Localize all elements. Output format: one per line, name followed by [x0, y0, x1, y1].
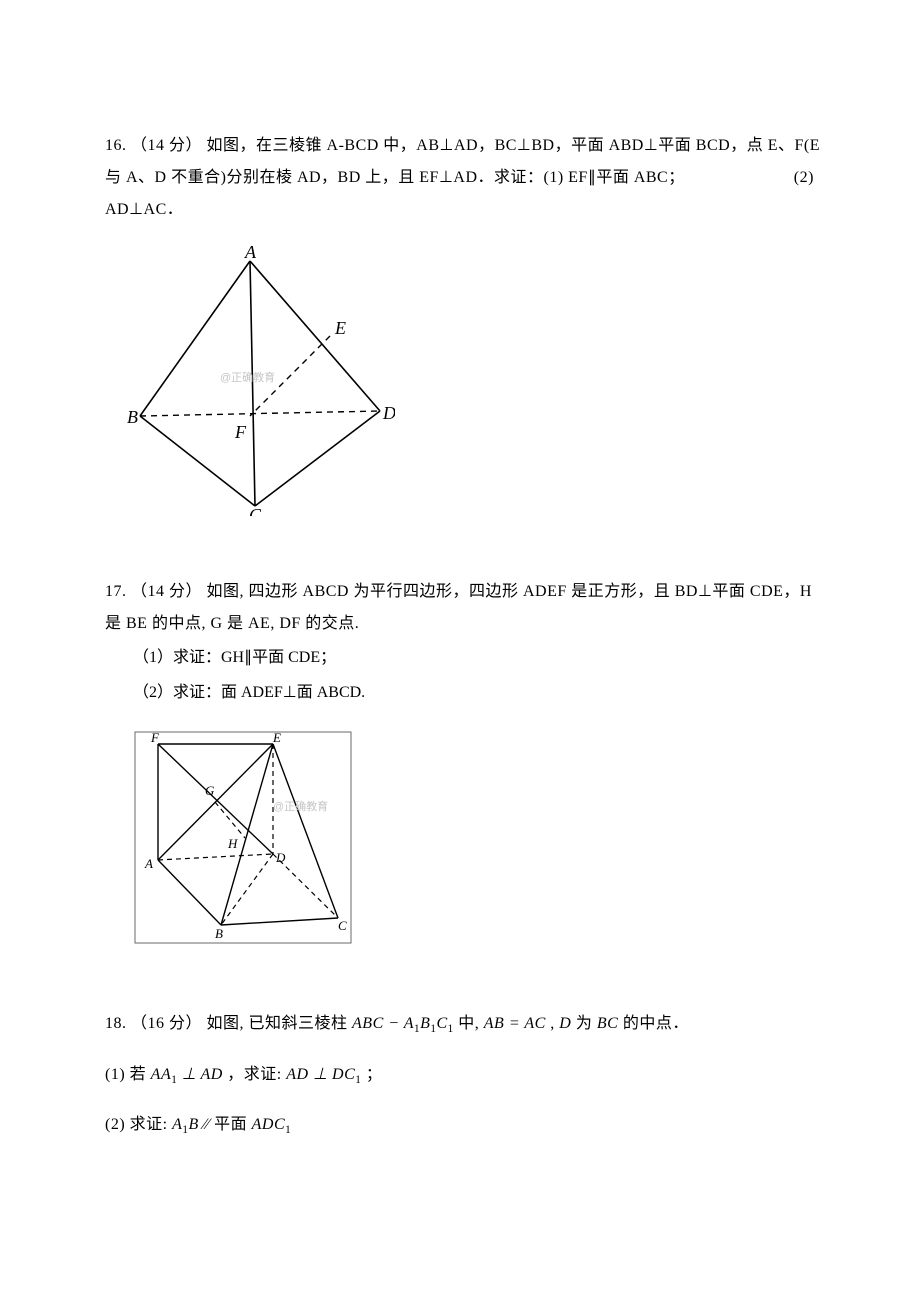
math-adc1: ADC1 — [252, 1116, 292, 1133]
math-abac: AB = AC — [484, 1015, 546, 1032]
problem-16-stem: 16. （14 分） 如图，在三棱锥 A-BCD 中，AB⊥AD，BC⊥BD，平… — [105, 130, 820, 226]
svg-text:G: G — [205, 783, 215, 798]
prism-figure: F E A D B C G H @正确教育 — [133, 730, 353, 945]
svg-text:D: D — [275, 850, 286, 865]
problem-17: 17. （14 分） 如图, 四边形 ABCD 为平行四边形，四边形 ADEF … — [105, 576, 820, 945]
sub1-suffix: ； — [366, 1066, 383, 1083]
math-bc: BC — [597, 1015, 618, 1032]
problem-17-sub1: （1）求证：GH∥平面 CDE； — [105, 640, 820, 675]
math-ad-dc1: AD ⊥ DC1 — [286, 1066, 361, 1083]
sub1-mid: ，求证: — [227, 1066, 286, 1083]
sub2-mid: 平面 — [214, 1116, 252, 1133]
problem-18-sub1: (1) 若 AA1 ⊥ AD ，求证: AD ⊥ DC1 ； — [105, 1056, 820, 1094]
problem-17-sub2: （2）求证：面 ADEF⊥面 ABCD. — [105, 675, 820, 710]
svg-text:H: H — [227, 836, 238, 851]
math-prism: ABC − A1B1C1 — [352, 1015, 454, 1032]
svg-text:B: B — [127, 407, 138, 427]
problem-text-1: 如图，在三棱锥 A-BCD 中，AB⊥AD，BC⊥BD，平面 ABD⊥平面 BC… — [105, 137, 820, 186]
problem-text: 如图, 四边形 ABCD 为平行四边形，四边形 ADEF 是正方形，且 BD⊥平… — [105, 583, 812, 632]
math-a1b: A1B ∕∕ — [172, 1116, 210, 1133]
stem-mid3: 为 — [576, 1015, 593, 1032]
problem-number: 16. — [105, 137, 127, 154]
tetrahedron-figure: A B C D E F @正确教育 — [125, 246, 395, 516]
stem-mid2: , — [550, 1015, 559, 1032]
problem-17-stem: 17. （14 分） 如图, 四边形 ABCD 为平行四边形，四边形 ADEF … — [105, 576, 820, 640]
math-d: D — [559, 1015, 571, 1032]
problem-points: （14 分） — [131, 137, 202, 154]
stem-mid: 中, — [458, 1015, 484, 1032]
problem-18: 18. （16 分） 如图, 已知斜三棱柱 ABC − A1B1C1 中, AB… — [105, 1005, 820, 1144]
watermark-text: @正确教育 — [220, 370, 275, 384]
problem-17-figure: F E A D B C G H @正确教育 — [133, 730, 820, 945]
stem-suffix: 的中点． — [623, 1015, 689, 1032]
watermark-text: @正确教育 — [273, 799, 328, 813]
svg-text:E: E — [272, 730, 281, 745]
svg-text:B: B — [215, 926, 223, 941]
svg-text:A: A — [144, 856, 153, 871]
svg-text:D: D — [382, 403, 395, 423]
stem-prefix: 如图, 已知斜三棱柱 — [207, 1015, 348, 1032]
svg-text:E: E — [334, 318, 346, 338]
problem-number: 18. — [105, 1015, 127, 1032]
problem-18-sub2: (2) 求证: A1B ∕∕ 平面 ADC1 — [105, 1106, 820, 1144]
svg-text:C: C — [249, 505, 262, 516]
math-aa1-ad: AA1 ⊥ AD — [151, 1066, 223, 1083]
problem-16: 16. （14 分） 如图，在三棱锥 A-BCD 中，AB⊥AD，BC⊥BD，平… — [105, 130, 820, 516]
svg-text:F: F — [150, 730, 160, 745]
problem-18-stem: 18. （16 分） 如图, 已知斜三棱柱 ABC − A1B1C1 中, AB… — [105, 1005, 820, 1043]
problem-points: （16 分） — [131, 1015, 202, 1032]
svg-text:C: C — [338, 918, 347, 933]
problem-16-figure: A B C D E F @正确教育 — [125, 246, 820, 516]
svg-text:A: A — [244, 246, 257, 262]
problem-number: 17. — [105, 583, 127, 600]
sub2-prefix: (2) 求证: — [105, 1116, 172, 1133]
problem-points: （14 分） — [131, 583, 202, 600]
svg-text:F: F — [234, 422, 247, 442]
sub1-prefix: (1) 若 — [105, 1066, 146, 1083]
